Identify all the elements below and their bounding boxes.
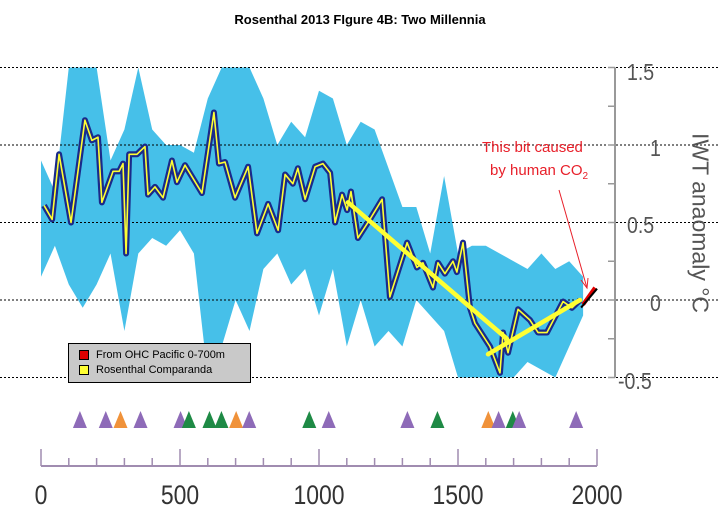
y-tick-label: -0.5 — [618, 368, 652, 394]
legend-item-ohc: From OHC Pacific 0-700m — [79, 349, 225, 361]
legend-label: Rosenthal Comparanda — [96, 364, 213, 376]
trend-line — [345, 200, 510, 341]
x-tick-label: 500 — [160, 480, 200, 510]
y-tick-label: 0.5 — [627, 212, 655, 238]
legend-swatch-red — [79, 350, 89, 360]
y-tick-label: 1.5 — [627, 59, 655, 85]
legend-label: From OHC Pacific 0-700m — [96, 349, 225, 361]
proxy-marker-triangle — [133, 411, 148, 428]
proxy-marker-triangle — [202, 411, 217, 428]
x-tick-label: 1000 — [293, 480, 345, 510]
proxy-marker-triangle — [491, 411, 506, 428]
proxy-marker-triangle — [181, 411, 196, 428]
proxy-marker-triangle — [569, 411, 584, 428]
arrow-head-icon — [580, 277, 589, 290]
proxy-marker-triangle — [72, 411, 87, 428]
x-tick-label: 1500 — [432, 480, 484, 510]
proxy-marker-triangle — [214, 411, 229, 428]
annotation-line1: This bit caused — [482, 139, 583, 156]
proxy-marker-triangle — [113, 411, 128, 428]
annotation-text: by human CO — [490, 162, 583, 179]
chart-title: Rosenthal 2013 FIgure 4B: Two Millennia — [234, 12, 486, 27]
x-tick-label: 2000 — [571, 480, 623, 510]
legend-swatch-yellow — [79, 365, 89, 375]
annotation-subscript: 2 — [582, 171, 589, 182]
proxy-marker-triangle — [430, 411, 445, 428]
proxy-marker-triangle — [481, 411, 496, 428]
legend-item-rosenthal: Rosenthal Comparanda — [79, 364, 212, 376]
y-tick-label: 1 — [650, 135, 661, 161]
proxy-marker-triangle — [321, 411, 336, 428]
proxy-marker-triangle — [512, 411, 527, 428]
annotation-line2: by human CO2 — [490, 162, 588, 182]
series-line-rosenthal — [43, 111, 581, 374]
x-tick-label: 0 — [34, 480, 48, 510]
proxy-marker-triangle — [400, 411, 415, 428]
y-axis-title: IWT anaomaly °C — [687, 132, 714, 314]
ohc-black-line — [580, 288, 598, 309]
proxy-marker-triangle — [229, 411, 244, 428]
annotation-arrow — [558, 189, 588, 289]
proxy-marker-triangle — [98, 411, 113, 428]
trend-line — [485, 297, 583, 357]
proxy-marker-triangle — [302, 411, 317, 428]
proxy-marker-triangle — [242, 411, 257, 428]
legend: From OHC Pacific 0-700m Rosenthal Compar… — [68, 343, 251, 383]
y-tick-label: 0 — [650, 290, 661, 316]
